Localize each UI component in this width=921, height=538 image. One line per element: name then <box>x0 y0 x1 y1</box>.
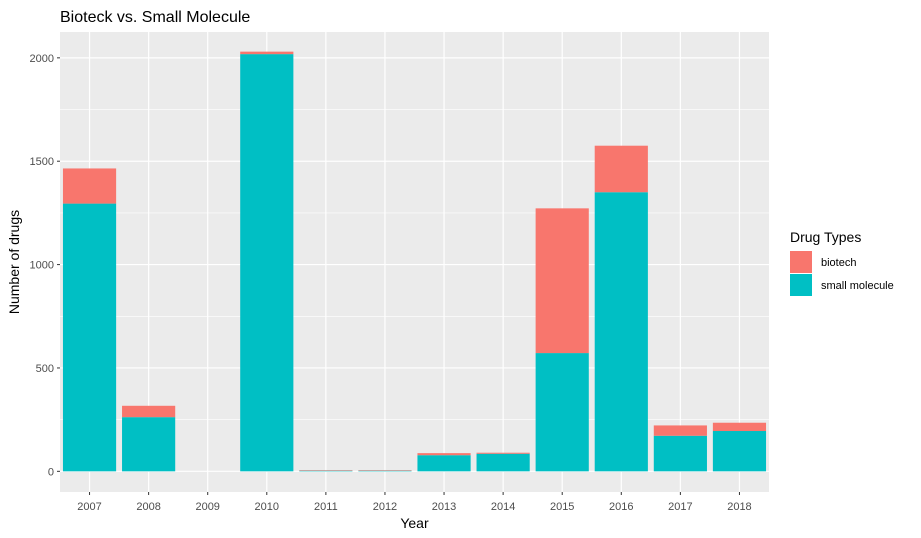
legend-label: biotech <box>821 257 856 269</box>
bar-small-molecule-2011 <box>299 470 353 472</box>
y-tick-label: 2000 <box>30 53 54 65</box>
bar-biotech-2014 <box>476 452 530 454</box>
plot-panel <box>60 32 769 492</box>
y-tick-label: 500 <box>36 363 54 375</box>
bar-small-molecule-2013 <box>417 455 471 472</box>
bar-small-molecule-2007 <box>62 203 117 472</box>
x-tick-label: 2018 <box>727 501 751 513</box>
x-tick-label: 2016 <box>609 501 633 513</box>
legend-title: Drug Types <box>790 229 861 245</box>
x-axis-title: Year <box>400 515 429 531</box>
bar-biotech-2012 <box>358 470 412 471</box>
x-tick-label: 2012 <box>373 501 397 513</box>
legend: Drug Types biotech small molecule <box>790 229 894 296</box>
bar-small-molecule-2008 <box>122 417 176 472</box>
legend-key-biotech <box>790 251 812 273</box>
x-axis: 2007 2008 2009 2010 2011 2012 2013 2014 2015 2016… <box>77 492 752 513</box>
x-tick-label: 2014 <box>491 501 515 513</box>
bar-small-molecule-2017 <box>653 435 707 472</box>
y-tick-label: 1500 <box>30 156 54 168</box>
bar-biotech-2013 <box>417 453 471 456</box>
bar-biotech-2010 <box>240 51 294 55</box>
x-tick-label: 2009 <box>195 501 219 513</box>
y-axis-title: Number of drugs <box>6 210 22 314</box>
bar-small-molecule-2015 <box>535 353 589 472</box>
bar-small-molecule-2010 <box>240 54 294 472</box>
bar-small-molecule-2012 <box>358 470 412 472</box>
bar-small-molecule-2016 <box>594 192 648 472</box>
x-tick-label: 2013 <box>432 501 456 513</box>
x-tick-label: 2011 <box>314 501 338 513</box>
bar-biotech-2007 <box>62 168 117 204</box>
bar-biotech-2015 <box>535 208 589 354</box>
bar-small-molecule-2014 <box>476 453 530 472</box>
y-axis: 0 500 1000 1500 2000 <box>30 53 60 478</box>
legend-items: biotech small molecule <box>790 251 894 296</box>
bar-biotech-2017 <box>653 425 707 436</box>
bar-biotech-2018 <box>712 422 767 432</box>
x-tick-label: 2007 <box>77 501 101 513</box>
x-tick-label: 2017 <box>668 501 692 513</box>
bar-biotech-2011 <box>299 470 353 471</box>
x-tick-label: 2010 <box>255 501 279 513</box>
y-tick-label: 1000 <box>30 260 54 272</box>
bars <box>62 51 767 472</box>
x-tick-label: 2008 <box>136 501 160 513</box>
x-tick-label: 2015 <box>550 501 574 513</box>
chart-title: Bioteck vs. Small Molecule <box>60 9 250 26</box>
y-tick-label: 0 <box>48 466 54 478</box>
grid-minor <box>60 109 769 420</box>
legend-label: small molecule <box>821 280 894 292</box>
bar-biotech-2008 <box>122 405 176 418</box>
bar-biotech-2016 <box>594 145 648 193</box>
legend-key-small-molecule <box>790 274 812 296</box>
bar-small-molecule-2018 <box>712 431 767 472</box>
